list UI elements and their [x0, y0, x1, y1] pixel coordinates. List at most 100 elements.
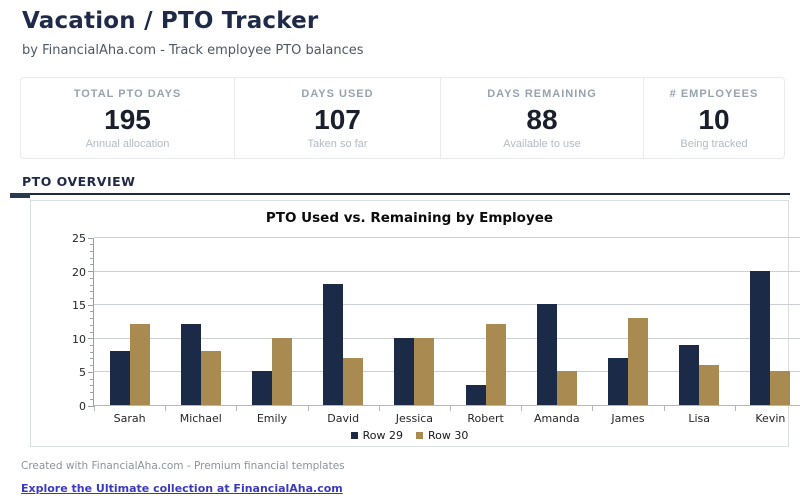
stats-row: TOTAL PTO DAYS 195 Annual allocation DAY…	[20, 77, 785, 159]
y-axis-minor-tick	[90, 244, 94, 246]
x-axis-tick	[165, 406, 167, 411]
x-axis-category-label: James	[611, 412, 645, 425]
bar-row-30	[770, 371, 791, 405]
stat-value: 88	[526, 103, 558, 135]
page-title: Vacation / PTO Tracker	[22, 8, 319, 34]
bar-row-30	[343, 357, 364, 405]
bar-row-29	[394, 337, 415, 405]
y-axis-minor-tick	[90, 277, 94, 279]
section-title-pto-overview: PTO OVERVIEW	[22, 174, 136, 189]
x-axis-tick	[378, 406, 380, 411]
y-axis-major-tick	[88, 338, 94, 340]
y-axis-minor-tick	[90, 392, 94, 394]
y-axis-tick-label: 25	[72, 232, 86, 245]
bar-row-29	[465, 384, 486, 405]
y-axis-major-tick	[88, 371, 94, 373]
bar-row-30	[628, 317, 648, 405]
stat-sublabel: Being tracked	[680, 138, 748, 151]
section-divider	[10, 193, 790, 198]
y-axis-minor-tick	[90, 385, 94, 387]
bar-row-29	[180, 324, 201, 405]
y-axis-minor-tick	[90, 351, 94, 353]
legend-label: Row 30	[428, 429, 469, 442]
footer-credit-text: Created with FinancialAha.com - Premium …	[21, 460, 345, 472]
y-axis-minor-tick	[90, 398, 94, 400]
y-axis-minor-tick	[90, 250, 94, 252]
legend-swatch-icon	[416, 432, 423, 439]
x-axis-category-label: Sarah	[113, 412, 146, 425]
stat-card-days-remaining: DAYS REMAINING 88 Available to use	[441, 78, 644, 158]
stat-card-total-pto: TOTAL PTO DAYS 195 Annual allocation	[21, 78, 235, 158]
bar-row-29	[323, 284, 344, 405]
stat-value: 10	[698, 103, 730, 135]
stat-label: DAYS USED	[301, 87, 374, 100]
bar-row-30	[200, 351, 221, 405]
footer-explore-link[interactable]: Explore the Ultimate collection at Finan…	[21, 482, 343, 495]
y-axis-minor-tick	[90, 345, 94, 347]
x-axis-category-label: Robert	[467, 412, 504, 425]
bar-row-29	[750, 270, 771, 405]
y-axis-major-tick	[88, 405, 94, 407]
y-axis-minor-tick	[90, 291, 94, 293]
x-axis-category-label: David	[327, 412, 360, 425]
y-axis-minor-tick	[90, 297, 94, 299]
bar-chart-plot-area: 0 5 10 15 20 25 Sarah Michael Emily David Jessica R…	[72, 232, 800, 425]
y-axis-minor-tick	[90, 257, 94, 259]
bar-row-29	[536, 304, 557, 405]
y-axis-tick-label: 10	[72, 332, 86, 346]
y-axis-minor-tick	[90, 318, 94, 320]
y-axis-minor-tick	[90, 324, 94, 326]
gridline	[94, 270, 800, 272]
stat-sublabel: Annual allocation	[85, 138, 170, 151]
x-axis-category-label: Michael	[179, 412, 222, 425]
y-axis-minor-tick	[90, 331, 94, 333]
stat-label: # EMPLOYEES	[669, 87, 759, 100]
gridline	[94, 371, 800, 373]
x-axis-tick	[592, 406, 594, 411]
gridline	[94, 304, 800, 306]
legend-item: Row 29	[350, 429, 403, 442]
stat-card-employees: # EMPLOYEES 10 Being tracked	[644, 78, 784, 158]
stat-label: TOTAL PTO DAYS	[73, 87, 182, 100]
stat-sublabel: Available to use	[503, 138, 581, 151]
stat-sublabel: Taken so far	[307, 138, 368, 151]
x-axis-category-label: Kevin	[755, 412, 786, 425]
stat-card-days-used: DAYS USED 107 Taken so far	[235, 78, 441, 158]
legend-label: Row 29	[362, 429, 403, 442]
bar-row-29	[679, 344, 700, 405]
gridline	[94, 237, 800, 238]
bar-row-30	[272, 337, 292, 405]
bar-row-30	[556, 371, 577, 405]
bar-row-30	[485, 324, 506, 405]
chart-legend: Row 29 Row 30	[31, 429, 788, 442]
bar-row-29	[109, 351, 130, 405]
bar-row-29	[252, 371, 272, 405]
page-subtitle: by FinancialAha.com - Track employee PTO…	[22, 43, 364, 58]
x-axis-tick	[663, 406, 665, 411]
pto-chart-panel: PTO Used vs. Remaining by Employee 0 5 10 1…	[30, 200, 800, 447]
y-axis-minor-tick	[90, 284, 94, 286]
x-axis-category-label: Amanda	[533, 412, 580, 425]
y-axis-tick-label: 15	[72, 299, 86, 313]
stat-label: DAYS REMAINING	[487, 87, 597, 100]
x-axis-tick	[94, 406, 95, 411]
y-axis-tick-label: 5	[79, 366, 86, 380]
bar-row-30	[699, 364, 720, 405]
legend-swatch-icon	[350, 432, 358, 439]
stat-value: 195	[104, 103, 151, 135]
x-axis-tick	[521, 406, 523, 411]
y-axis-minor-tick	[90, 378, 94, 380]
y-axis-minor-tick	[90, 365, 94, 367]
x-axis-tick	[450, 406, 451, 411]
bar-row-30	[414, 337, 435, 405]
bar-row-29	[608, 357, 628, 405]
x-axis-category-label: Lisa	[688, 412, 711, 425]
x-axis-tick	[734, 406, 736, 411]
section-divider-accent	[10, 193, 30, 198]
y-axis-major-tick	[88, 304, 94, 306]
x-axis-tick	[307, 406, 309, 411]
y-axis-tick-label: 20	[72, 265, 86, 279]
chart-title: PTO Used vs. Remaining by Employee	[265, 210, 554, 226]
x-axis-category-label: Emily	[256, 412, 288, 425]
